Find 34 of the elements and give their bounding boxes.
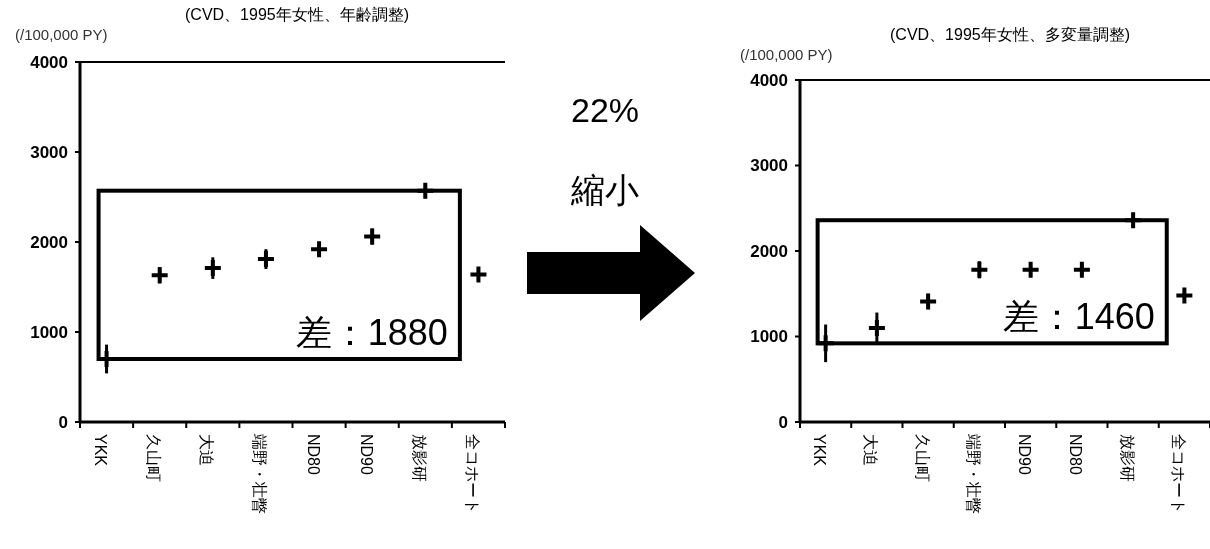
y-axis-title: (/100,000 PY)	[740, 46, 833, 63]
y-tick-label: 4000	[30, 52, 68, 72]
chart-title: (CVD、1995年女性、多変量調整)	[890, 26, 1131, 43]
x-tick-label: YKK	[92, 434, 110, 467]
y-tick-label: 1000	[30, 322, 68, 342]
y-tick-label: 4000	[750, 70, 788, 90]
chart-title: (CVD、1995年女性、年齢調整)	[185, 6, 410, 23]
x-tick-label: ND90	[1016, 434, 1034, 476]
text: 22%	[570, 91, 640, 129]
annotation: 差：1880	[295, 312, 448, 353]
y-axis-title: (/100,000 PY)	[15, 26, 108, 43]
x-tick-label: ND90	[357, 434, 375, 476]
y-tick-label: 0	[58, 412, 68, 432]
x-tick-label: 端野・壮瞥	[964, 434, 982, 514]
x-tick-label: ND80	[1067, 434, 1085, 476]
x-tick-label: ND80	[304, 434, 322, 476]
y-tick-label: 3000	[750, 156, 788, 175]
x-tick-label: 全コホート	[463, 434, 481, 514]
y-tick-label: 1000	[750, 327, 788, 346]
x-tick-label: 大迫	[198, 434, 216, 466]
x-tick-label: 久山町	[145, 434, 163, 482]
x-tick-label: 放影研	[1118, 434, 1136, 482]
text: 縮小	[570, 171, 639, 209]
x-tick-label: 全コホート	[1169, 434, 1187, 514]
x-tick-label: 放影研	[410, 434, 428, 482]
x-tick-label: YKK	[811, 434, 829, 467]
x-tick-label: 久山町	[913, 434, 931, 482]
annotation: 差：1460	[1002, 296, 1155, 338]
y-tick-label: 3000	[30, 142, 68, 162]
y-tick-label: 0	[778, 412, 788, 432]
x-tick-label: 大迫	[862, 434, 880, 466]
y-tick-label: 2000	[30, 232, 68, 252]
y-tick-label: 2000	[750, 241, 788, 261]
x-tick-label: 端野・壮瞥	[251, 434, 269, 514]
